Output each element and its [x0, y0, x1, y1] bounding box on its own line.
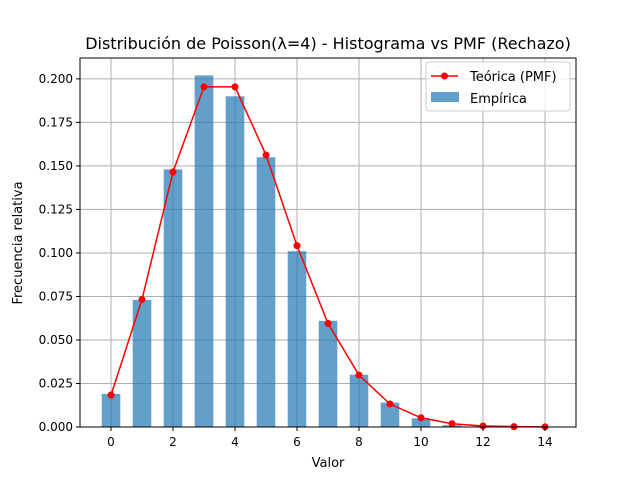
histogram-bar	[349, 374, 369, 427]
pmf-point	[169, 168, 177, 176]
pmf-point	[324, 319, 332, 327]
y-tick-label: 0.100	[39, 246, 73, 260]
x-tick-label: 6	[293, 435, 301, 449]
pmf-point	[355, 371, 363, 379]
y-tick-label: 0.075	[39, 289, 73, 303]
x-tick-label: 2	[169, 435, 177, 449]
x-tick-label: 12	[475, 435, 490, 449]
y-axis-label: Frecuencia relativa	[11, 181, 26, 304]
y-tick-label: 0.025	[39, 376, 73, 390]
legend-marker-swatch	[441, 72, 448, 80]
histogram-bar	[411, 418, 431, 427]
legend-bar-swatch	[431, 92, 459, 102]
pmf-point	[448, 420, 456, 428]
histogram-bar	[132, 299, 152, 427]
pmf-point	[479, 422, 487, 430]
y-axis-ticks: 0.000 0.025 0.050 0.075 0.100 0.125 0.150 0.175…	[39, 72, 80, 434]
pmf-point	[386, 400, 394, 408]
histogram-bar	[380, 402, 400, 427]
y-tick-label: 0.050	[39, 333, 73, 347]
histogram-bar	[287, 251, 307, 427]
x-tick-label: 8	[355, 435, 363, 449]
legend-label-empirica: Empírica	[470, 92, 527, 107]
histogram-bar	[163, 169, 183, 427]
x-axis-label: Valor	[312, 456, 345, 471]
x-tick-label: 10	[413, 435, 428, 449]
histogram-bar	[256, 157, 276, 427]
pmf-point	[107, 391, 115, 399]
bar-series-empirica	[101, 75, 462, 427]
pmf-point	[138, 295, 146, 303]
y-tick-label: 0.200	[39, 72, 73, 86]
x-tick-label: 14	[537, 435, 552, 449]
chart-title: Distribución de Poisson(λ=4) - Histogram…	[85, 34, 571, 53]
pmf-point	[293, 242, 301, 250]
histogram-bar	[225, 96, 245, 427]
y-tick-label: 0.175	[39, 115, 73, 129]
y-tick-label: 0.000	[39, 420, 73, 434]
pmf-point	[200, 83, 208, 91]
legend: Teórica (PMF) Empírica	[425, 61, 571, 112]
y-tick-label: 0.125	[39, 202, 73, 216]
y-tick-label: 0.150	[39, 159, 73, 173]
pmf-point	[417, 414, 425, 422]
histogram-bar	[318, 320, 338, 427]
x-axis-ticks: 0 2 4 6 8 10 12 14	[107, 427, 553, 449]
pmf-point	[262, 151, 270, 159]
plot-frame	[79, 57, 577, 428]
histogram-bar	[194, 75, 214, 427]
histogram-bar	[101, 393, 121, 427]
legend-label-teorica: Teórica (PMF)	[469, 70, 557, 85]
x-tick-label: 4	[231, 435, 239, 449]
pmf-point	[231, 83, 239, 91]
legend-box	[425, 61, 571, 112]
x-tick-label: 0	[107, 435, 115, 449]
